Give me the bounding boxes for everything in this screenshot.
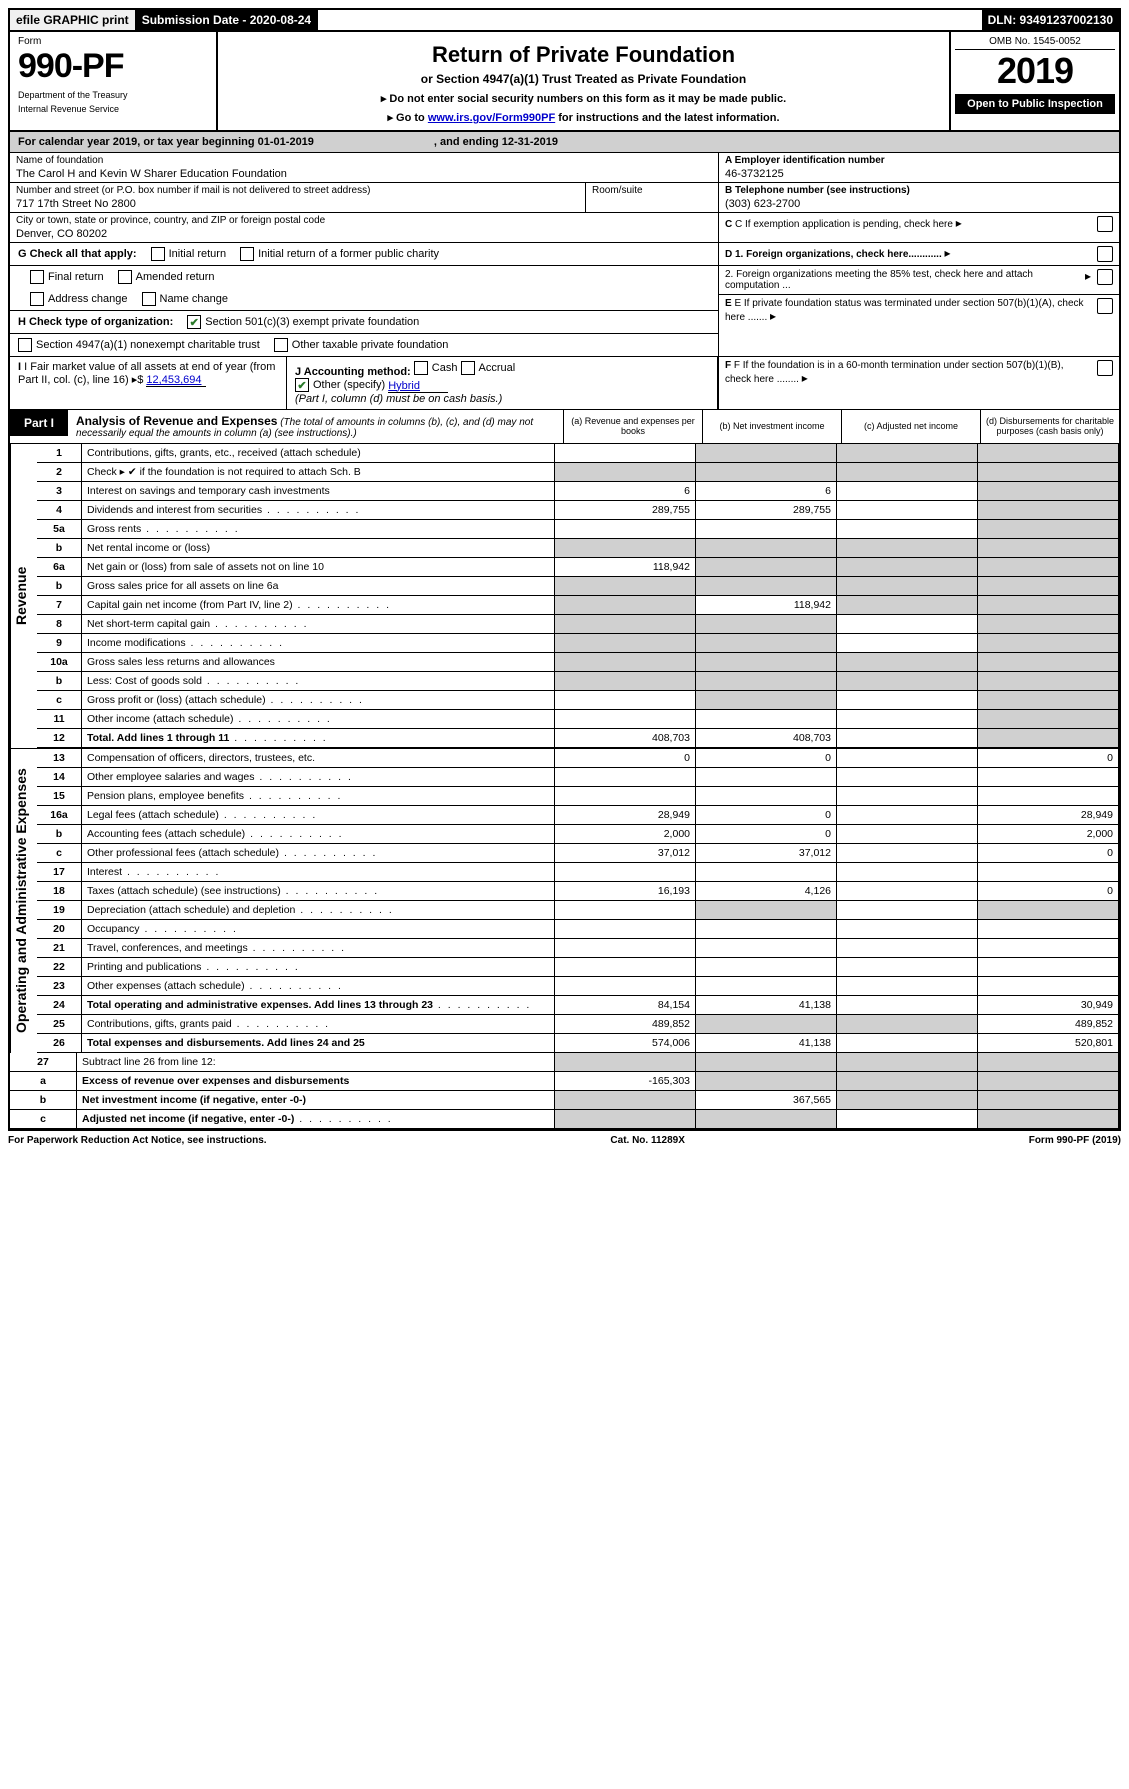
foundation-name-cell: Name of foundation The Carol H and Kevin… <box>10 153 718 183</box>
street-address: 717 17th Street No 2800 <box>16 198 579 210</box>
dept-treasury: Department of the Treasury <box>18 90 208 100</box>
part1-header: Part I Analysis of Revenue and Expenses … <box>10 410 1119 444</box>
header-left: Form 990-PF Department of the Treasury I… <box>10 32 218 130</box>
d-e-section: D 1. Foreign organizations, check here..… <box>718 243 1119 356</box>
form-label: Form <box>18 36 208 47</box>
part1-desc: Analysis of Revenue and Expenses (The to… <box>68 410 563 443</box>
telephone-cell: B Telephone number (see instructions) (3… <box>719 183 1119 213</box>
footer-left: For Paperwork Reduction Act Notice, see … <box>8 1135 267 1146</box>
entity-block: Name of foundation The Carol H and Kevin… <box>10 153 1119 243</box>
e-checkbox[interactable] <box>1097 298 1113 314</box>
initial-former[interactable]: Initial return of a former public charit… <box>240 247 439 261</box>
section-g: G Check all that apply: Initial return I… <box>10 243 718 266</box>
entity-left: Name of foundation The Carol H and Kevin… <box>10 153 718 242</box>
part1-label: Part I <box>10 410 68 436</box>
d1-foreign: D 1. Foreign organizations, check here..… <box>719 243 1119 266</box>
irs-link[interactable]: www.irs.gov/Form990PF <box>428 112 555 124</box>
cash-checkbox[interactable]: Cash <box>414 361 458 375</box>
tax-year: 2019 <box>955 50 1115 92</box>
form-number: 990-PF <box>18 47 208 86</box>
col-b-header: (b) Net investment income <box>702 410 841 443</box>
d1-checkbox[interactable] <box>1097 246 1113 262</box>
form-subtitle: or Section 4947(a)(1) Trust Treated as P… <box>224 72 943 86</box>
foundation-name: The Carol H and Kevin W Sharer Education… <box>16 168 712 180</box>
footer-center: Cat. No. 11289X <box>610 1135 684 1146</box>
other-taxable-checkbox[interactable]: Other taxable private foundation <box>274 338 449 352</box>
method-specify: Hybrid <box>388 380 448 393</box>
footer-right: Form 990-PF (2019) <box>1029 1135 1121 1146</box>
fmv-value[interactable]: 12,453,694 <box>146 374 206 387</box>
501c3-checkbox[interactable]: ✔Section 501(c)(3) exempt private founda… <box>187 315 419 329</box>
section-j: J Accounting method: Cash Accrual ✔Other… <box>287 357 718 409</box>
form-container: efile GRAPHIC print Submission Date - 20… <box>8 8 1121 1131</box>
form-title: Return of Private Foundation <box>224 42 943 68</box>
calendar-year-row: For calendar year 2019, or tax year begi… <box>10 132 1119 153</box>
name-change[interactable]: Name change <box>142 292 229 306</box>
revenue-section: Revenue 1Contributions, gifts, grants, e… <box>10 444 1119 749</box>
entity-right: A Employer identification number 46-3732… <box>718 153 1119 242</box>
ein-cell: A Employer identification number 46-3732… <box>719 153 1119 183</box>
line27-table: 27Subtract line 26 from line 12: aExcess… <box>10 1053 1119 1129</box>
exemption-pending: C C If exemption application is pending,… <box>719 213 1119 235</box>
revenue-label: Revenue <box>10 444 37 748</box>
col-d-header: (d) Disbursements for charitable purpose… <box>980 410 1119 443</box>
telephone-value: (303) 623-2700 <box>725 198 1113 210</box>
city-state-zip: Denver, CO 80202 <box>16 228 712 240</box>
expenses-table: 13Compensation of officers, directors, t… <box>37 749 1119 1053</box>
efile-button[interactable]: efile GRAPHIC print <box>10 10 136 30</box>
d2-85pct: 2. Foreign organizations meeting the 85%… <box>719 266 1119 295</box>
room-suite: Room/suite <box>585 183 718 212</box>
i-j-f-row: I I Fair market value of all assets at e… <box>10 357 1119 410</box>
f-checkbox[interactable] <box>1097 360 1113 376</box>
submission-date: Submission Date - 2020-08-24 <box>136 10 318 30</box>
other-method-checkbox[interactable]: ✔Other (specify) <box>295 378 385 392</box>
inspection-badge: Open to Public Inspection <box>955 94 1115 114</box>
address-row: Number and street (or P.O. box number if… <box>10 183 718 212</box>
section-f: F F If the foundation is in a 60-month t… <box>718 357 1119 409</box>
expenses-section: Operating and Administrative Expenses 13… <box>10 749 1119 1053</box>
dln-label: DLN: 93491237002130 <box>982 10 1119 30</box>
section-i: I I Fair market value of all assets at e… <box>10 357 287 409</box>
initial-return[interactable]: Initial return <box>151 247 226 261</box>
revenue-table: 1Contributions, gifts, grants, etc., rec… <box>37 444 1119 748</box>
c-checkbox[interactable] <box>1097 216 1113 232</box>
notice-ssn: ▸ Do not enter social security numbers o… <box>224 92 943 105</box>
g-d-block: G Check all that apply: Initial return I… <box>10 243 1119 357</box>
section-h: H Check type of organization: ✔Section 5… <box>10 311 718 334</box>
header-right: OMB No. 1545-0052 2019 Open to Public In… <box>949 32 1119 130</box>
ein-value: 46-3732125 <box>725 168 1113 180</box>
page-footer: For Paperwork Reduction Act Notice, see … <box>8 1131 1121 1150</box>
expenses-label: Operating and Administrative Expenses <box>10 749 37 1053</box>
col-c-header: (c) Adjusted net income <box>841 410 980 443</box>
city-cell: City or town, state or province, country… <box>10 212 718 242</box>
notice-goto: ▸ Go to www.irs.gov/Form990PF for instru… <box>224 111 943 124</box>
accrual-checkbox[interactable]: Accrual <box>461 361 516 375</box>
col-a-header: (a) Revenue and expenses per books <box>563 410 702 443</box>
address-change[interactable]: Address change <box>30 292 128 306</box>
top-bar: efile GRAPHIC print Submission Date - 20… <box>10 10 1119 32</box>
header: Form 990-PF Department of the Treasury I… <box>10 32 1119 132</box>
final-return[interactable]: Final return <box>30 270 104 284</box>
header-center: Return of Private Foundation or Section … <box>218 32 949 130</box>
amended-return[interactable]: Amended return <box>118 270 215 284</box>
omb-number: OMB No. 1545-0052 <box>955 36 1115 50</box>
dept-irs: Internal Revenue Service <box>18 104 208 114</box>
4947-checkbox[interactable]: Section 4947(a)(1) nonexempt charitable … <box>18 338 260 352</box>
e-terminated: E E If private foundation status was ter… <box>719 295 1119 326</box>
d2-checkbox[interactable] <box>1097 269 1113 285</box>
